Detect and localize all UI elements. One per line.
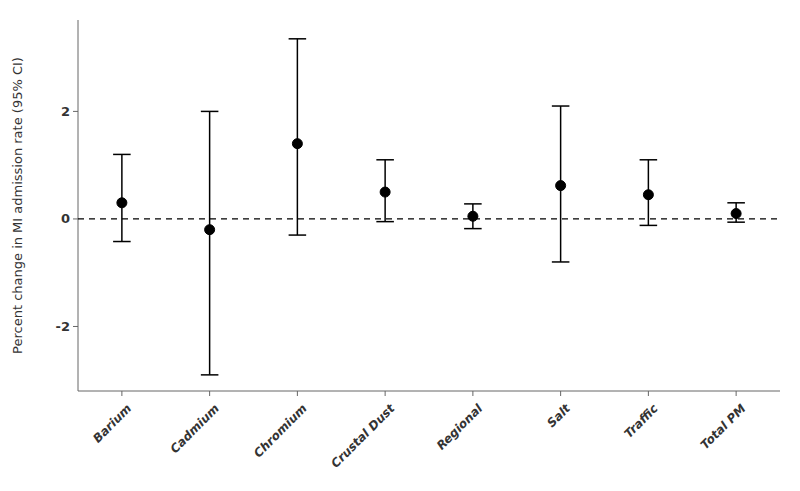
y-tick-label: 0 — [61, 211, 70, 226]
x-tick-label: Barium — [90, 401, 134, 445]
error-cap-lower — [640, 225, 658, 227]
error-cap-upper — [727, 202, 745, 204]
error-bar — [297, 39, 299, 235]
x-axis-line — [78, 391, 780, 392]
y-axis-label: Percent change in MI admission rate (95%… — [10, 57, 25, 354]
chart-container: -2 0 2 Percent change in MI admission rate … — [0, 0, 800, 491]
x-tick-label: Crustal Dust — [328, 401, 398, 471]
point — [556, 181, 566, 191]
x-tick — [121, 391, 122, 396]
x-tick — [648, 391, 649, 396]
x-tick — [385, 391, 386, 396]
y-tick-label: 2 — [61, 104, 70, 119]
error-cap-upper — [289, 38, 307, 40]
y-tick — [73, 111, 78, 112]
error-cap-lower — [727, 221, 745, 223]
x-tick — [209, 391, 210, 396]
point — [117, 198, 127, 208]
x-tick — [736, 391, 737, 396]
error-cap-upper — [201, 111, 219, 113]
error-bar — [209, 111, 211, 374]
point — [380, 187, 390, 197]
error-cap-upper — [376, 159, 394, 161]
error-cap-upper — [640, 159, 658, 161]
x-tick-label: Total PM — [698, 401, 749, 452]
x-tick-label: Regional — [434, 401, 486, 453]
x-tick-label: Traffic — [621, 401, 660, 440]
error-cap-upper — [464, 203, 482, 205]
error-cap-upper — [113, 154, 131, 156]
plot-area — [78, 39, 780, 375]
x-tick-label: Cadmium — [167, 401, 222, 456]
point — [643, 190, 653, 200]
chart: -2 0 2 Percent change in MI admission rate … — [0, 0, 800, 491]
error-cap-lower — [289, 234, 307, 236]
point — [468, 211, 478, 221]
y-tick — [73, 218, 78, 219]
point — [292, 139, 302, 149]
y-tick — [73, 326, 78, 327]
y-tick-label: -2 — [56, 319, 70, 334]
error-cap-lower — [201, 374, 219, 376]
reference-line — [78, 218, 780, 219]
y-axis-line — [78, 20, 79, 391]
x-tick-label: Salt — [544, 401, 574, 431]
x-tick — [560, 391, 561, 396]
point — [205, 225, 215, 235]
error-cap-lower — [113, 241, 131, 243]
x-tick-label: Chromium — [251, 401, 310, 460]
point — [731, 209, 741, 219]
error-cap-upper — [552, 105, 570, 107]
x-tick — [472, 391, 473, 396]
error-cap-lower — [464, 228, 482, 230]
error-cap-lower — [552, 261, 570, 263]
error-cap-lower — [376, 221, 394, 223]
x-tick — [297, 391, 298, 396]
